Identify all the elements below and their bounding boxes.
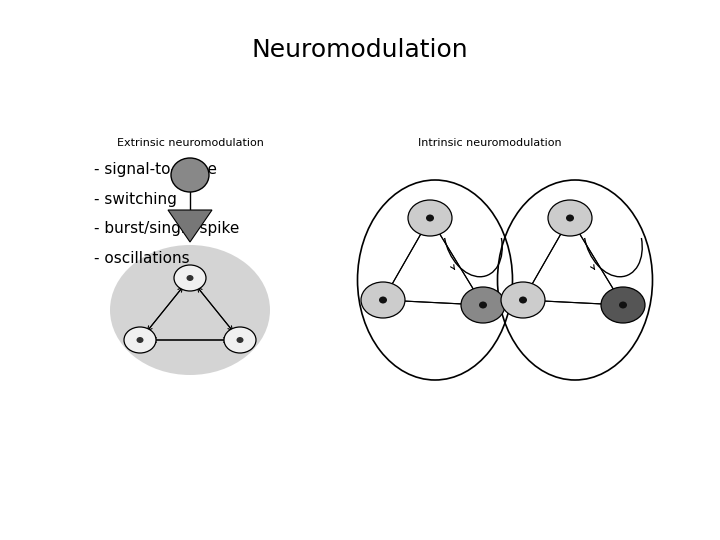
- Ellipse shape: [171, 158, 209, 192]
- Ellipse shape: [110, 245, 270, 375]
- Polygon shape: [168, 210, 212, 242]
- Ellipse shape: [479, 301, 487, 308]
- Ellipse shape: [461, 287, 505, 323]
- Ellipse shape: [236, 337, 243, 343]
- Ellipse shape: [519, 296, 527, 303]
- Text: - oscillations: - oscillations: [94, 251, 189, 266]
- Ellipse shape: [361, 282, 405, 318]
- Ellipse shape: [137, 337, 143, 343]
- Ellipse shape: [548, 200, 592, 236]
- Ellipse shape: [174, 265, 206, 291]
- Ellipse shape: [501, 282, 545, 318]
- Ellipse shape: [379, 296, 387, 303]
- Text: Neuromodulation: Neuromodulation: [252, 38, 468, 62]
- Text: - signal-to-noise: - signal-to-noise: [94, 162, 217, 177]
- Text: Intrinsic neuromodulation: Intrinsic neuromodulation: [418, 138, 562, 148]
- Ellipse shape: [408, 200, 452, 236]
- Ellipse shape: [224, 327, 256, 353]
- Ellipse shape: [124, 327, 156, 353]
- Ellipse shape: [566, 214, 574, 221]
- Text: - switching: - switching: [94, 192, 176, 207]
- Text: Extrinsic neuromodulation: Extrinsic neuromodulation: [117, 138, 264, 148]
- Ellipse shape: [601, 287, 645, 323]
- Text: - burst/single spike: - burst/single spike: [94, 221, 239, 237]
- Ellipse shape: [186, 275, 194, 281]
- Ellipse shape: [619, 301, 627, 308]
- Ellipse shape: [426, 214, 434, 221]
